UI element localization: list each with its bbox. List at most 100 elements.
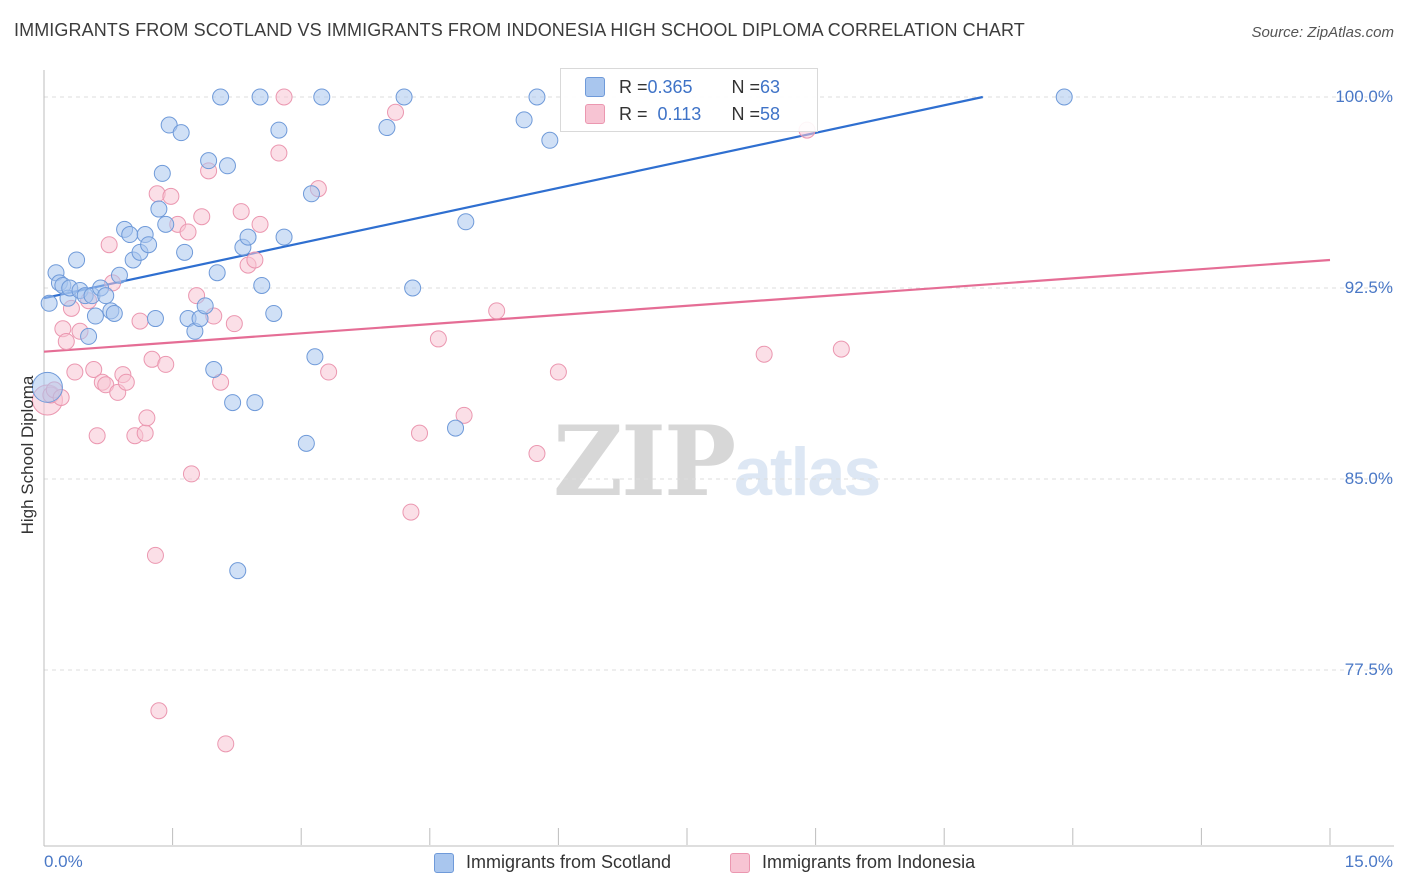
indonesia-point [162, 187, 180, 205]
n-value: 63 [760, 76, 781, 97]
indonesia-point [179, 223, 197, 241]
y-tick-label: 85.0% [1344, 469, 1393, 488]
indonesia-point [97, 376, 115, 394]
scotland-point [1055, 88, 1073, 106]
scotland-point [265, 304, 283, 322]
indonesia-point [549, 363, 567, 381]
scotland-point [212, 88, 230, 106]
scotland-point [31, 371, 63, 403]
indonesia-point [832, 340, 850, 358]
scotland-point [121, 226, 139, 244]
scotland-point [306, 348, 324, 366]
scotland-point [140, 236, 158, 254]
indonesia-point [88, 427, 106, 445]
scotland-point [297, 434, 315, 452]
legend-row-indonesia: R = 0.113 N = 58 [585, 102, 780, 126]
indonesia-point [150, 702, 168, 720]
indonesia-point [232, 203, 250, 221]
indonesia-point [146, 546, 164, 564]
scotland-point [302, 185, 320, 203]
scotland-point [541, 131, 559, 149]
legend-label-scotland: Immigrants from Scotland [466, 852, 672, 872]
source-credit: Source: ZipAtlas.com [1251, 24, 1394, 41]
indonesia-point [66, 363, 84, 381]
indonesia-point [270, 144, 288, 162]
indonesia-point [275, 88, 293, 106]
scotland-point [515, 111, 533, 129]
scotland-point [528, 88, 546, 106]
legend-row-scotland: R = 0.365 N = 63 [585, 75, 780, 99]
r-label: R = [619, 76, 648, 97]
scotland-point [447, 419, 465, 437]
r-label: R = [619, 103, 648, 124]
watermark: ZIPatlas [553, 405, 881, 518]
trend-lines [43, 95, 1331, 353]
legend-item-indonesia[interactable]: Immigrants from Indonesia [730, 852, 975, 873]
x-tick-label: 0.0% [44, 852, 83, 871]
scotland-point [200, 152, 218, 170]
x-tick-label: 15.0% [1344, 852, 1393, 871]
r-value: 0.113 [657, 103, 702, 124]
scotland-point [378, 119, 396, 137]
indonesia-trend-line [43, 258, 1331, 353]
watermark-atlas: atlas [734, 434, 881, 510]
scotland-point [275, 228, 293, 246]
indonesia-point [488, 302, 506, 320]
legend-item-scotland[interactable]: Immigrants from Scotland [434, 852, 671, 873]
indonesia-point [193, 208, 211, 226]
indonesia-point [429, 330, 447, 348]
legend-label-indonesia: Immigrants from Indonesia [762, 852, 976, 872]
scotland-point [97, 287, 115, 305]
legend-swatch-scotland [585, 77, 605, 97]
scotland-point [86, 307, 104, 325]
chart-title: IMMIGRANTS FROM SCOTLAND VS IMMIGRANTS F… [14, 20, 1025, 40]
n-label: N = [731, 76, 761, 97]
indonesia-point [320, 363, 338, 381]
r-value: 0.365 [647, 76, 693, 97]
indonesia-point [411, 424, 429, 442]
legend-swatch-scotland [434, 852, 454, 873]
axes [43, 70, 1394, 847]
scotland-point [239, 228, 257, 246]
scotland-point [150, 200, 168, 218]
scotland-point [172, 124, 190, 142]
scotland-point [229, 562, 247, 580]
scotland-trend-line [43, 95, 984, 300]
scotland-point [80, 327, 98, 345]
scotland-point [218, 157, 236, 175]
indonesia-point [251, 215, 269, 233]
indonesia-point [246, 251, 264, 269]
y-axis-label: High School Diploma [18, 375, 37, 535]
indonesia-point [402, 503, 420, 521]
legend-swatch-indonesia [730, 852, 750, 873]
watermark-zip: ZIP [553, 405, 736, 518]
y-tick-label: 77.5% [1344, 660, 1393, 679]
scotland-point [253, 276, 271, 294]
y-tick-label: 100.0% [1335, 87, 1393, 106]
scotland-point [395, 88, 413, 106]
stats-legend: R = 0.365 N = 63 R = 0.113 N = 58 [560, 68, 818, 132]
scotland-point [105, 304, 123, 322]
scotland-point [205, 360, 223, 378]
indonesia-point [157, 355, 175, 373]
scotland-point [160, 116, 178, 134]
legend-swatch-indonesia [585, 104, 605, 124]
scotland-point [68, 251, 86, 269]
gridlines [44, 96, 1394, 671]
scotland-point [146, 310, 164, 328]
scotland-point [404, 279, 422, 297]
indonesia-point [57, 332, 75, 350]
scotland-point [157, 215, 175, 233]
indonesia-point [100, 236, 118, 254]
y-tick-label: 92.5% [1344, 278, 1393, 297]
scotland-point [246, 394, 264, 412]
scotland-point [457, 213, 475, 231]
indonesia-point [148, 185, 166, 203]
indonesia-point [117, 373, 135, 391]
indonesia-point [225, 315, 243, 333]
indonesia-point [455, 406, 473, 424]
indonesia-point [136, 424, 154, 442]
scotland-point [251, 88, 269, 106]
n-label: N = [731, 103, 761, 124]
